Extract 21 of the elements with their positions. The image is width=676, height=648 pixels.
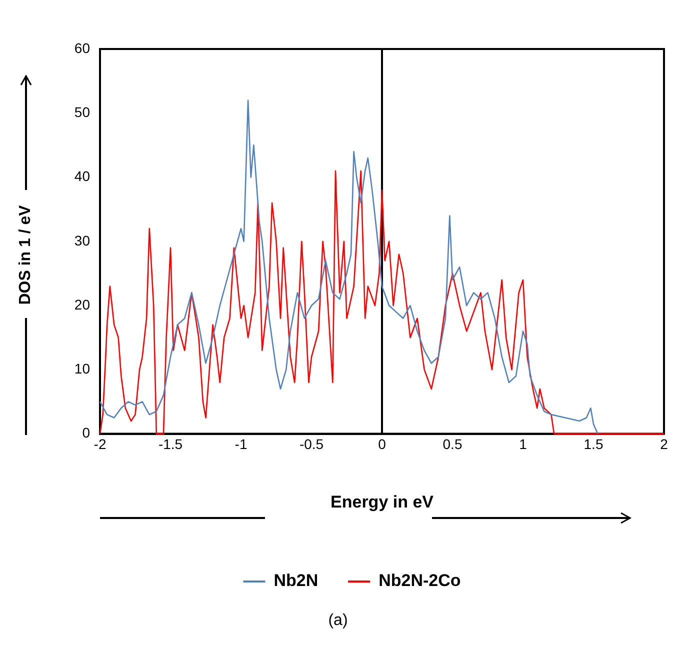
y-tick-label: 40 (74, 168, 90, 184)
text: (a) (327, 612, 349, 630)
y-tick-label: 0 (82, 424, 90, 441)
x-tick-label: 1.5 (584, 436, 604, 452)
y-tick-label: 10 (74, 360, 90, 377)
y-tick-label: 30 (74, 232, 90, 248)
x-tick-label: 0.5 (442, 436, 462, 452)
y-tick-label: 50 (74, 104, 90, 120)
legend-label: Nb2N (274, 571, 318, 590)
y-tick-label: 20 (74, 296, 90, 312)
x-tick-label: -2 (94, 436, 106, 452)
x-tick-label: 0 (378, 436, 386, 452)
y-axis-title: DOS in 1 / eV (17, 205, 35, 305)
x-tick-label: -1 (234, 436, 248, 452)
x-tick-label: -0.5 (299, 436, 324, 452)
legend-label: Nb2N-2Co (378, 571, 461, 590)
x-tick-label: 1 (519, 436, 528, 452)
x-tick-label: -1.5 (158, 436, 183, 452)
y-tick-label: 60 (74, 40, 90, 56)
x-axis-title: Energy in eV (330, 492, 434, 512)
x-tick-label: 2 (660, 436, 668, 452)
